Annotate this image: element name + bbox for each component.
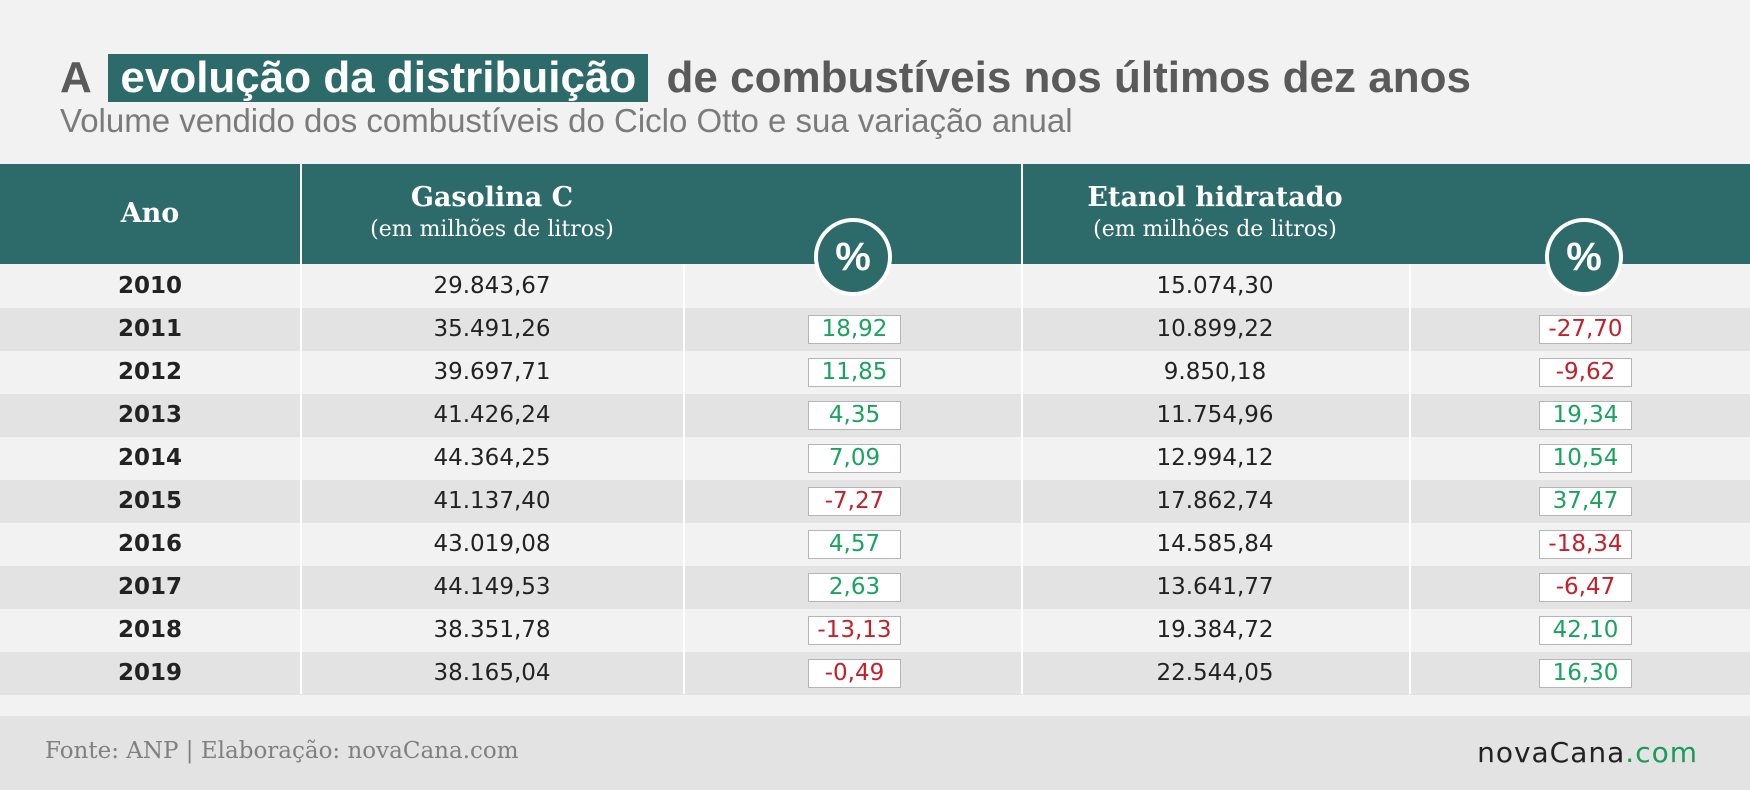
year-cell: 2011: [117, 316, 182, 342]
ethanol-change-badge: -6,47: [1539, 573, 1632, 602]
ethanol-change-badge: 10,54: [1539, 444, 1632, 473]
ethanol-volume-cell: 11.754,96: [1156, 402, 1274, 428]
table-row: 2019 38.165,04 22.544,05 -0,49 16,30: [0, 652, 1750, 695]
footer: Fonte: ANP | Elaboração: novaCana.com no…: [0, 716, 1750, 790]
column-divider-1: [300, 264, 302, 694]
header-gasoline: Gasolina C (em milhões de litros): [302, 164, 682, 264]
header-divider-1: [300, 164, 302, 264]
ethanol-change-badge: 37,47: [1539, 487, 1632, 516]
logo-main: novaCana: [1477, 736, 1626, 769]
year-cell: 2010: [117, 273, 182, 299]
header-year: Ano: [0, 164, 300, 264]
brand-logo: novaCana.com: [1477, 736, 1698, 769]
year-cell: 2018: [117, 617, 182, 643]
page-title: A evolução da distribuição de combustíve…: [60, 48, 1471, 108]
gasoline-change-badge: 2,63: [808, 573, 901, 602]
header-gasoline-unit: (em milhões de litros): [370, 217, 614, 242]
ethanol-volume-cell: 12.994,12: [1156, 445, 1274, 471]
ethanol-change-badge: -27,70: [1539, 315, 1632, 344]
ethanol-volume-cell: 19.384,72: [1156, 617, 1274, 643]
year-cell: 2012: [117, 359, 182, 385]
header-ethanol-label: Etanol hidratado: [1087, 182, 1343, 213]
ethanol-change-badge: -18,34: [1539, 530, 1632, 559]
ethanol-volume-cell: 13.641,77: [1156, 574, 1274, 600]
gasoline-volume-cell: 41.137,40: [433, 488, 551, 514]
column-divider-4: [1409, 264, 1411, 694]
ethanol-volume-cell: 17.862,74: [1156, 488, 1274, 514]
gasoline-volume-cell: 38.165,04: [433, 660, 551, 686]
ethanol-change-badge: 16,30: [1539, 659, 1632, 688]
year-cell: 2017: [117, 574, 182, 600]
year-cell: 2014: [117, 445, 182, 471]
gasoline-change-badge: -0,49: [808, 659, 901, 688]
table-row: 2011 35.491,26 10.899,22 18,92 -27,70: [0, 308, 1750, 351]
ethanol-change-badge: 19,34: [1539, 401, 1632, 430]
header-ethanol: Etanol hidratado (em milhões de litros): [1023, 164, 1407, 264]
ethanol-volume-cell: 15.074,30: [1156, 273, 1274, 299]
title-suffix: de combustíveis nos últimos dez anos: [666, 53, 1471, 102]
ethanol-volume-cell: 10.899,22: [1156, 316, 1274, 342]
gasoline-change-badge: 4,35: [808, 401, 901, 430]
ethanol-volume-cell: 22.544,05: [1156, 660, 1274, 686]
gasoline-change-badge: 4,57: [808, 530, 901, 559]
gasoline-change-badge: 7,09: [808, 444, 901, 473]
gasoline-change-badge: -13,13: [808, 616, 901, 645]
year-cell: 2015: [117, 488, 182, 514]
gasoline-volume-cell: 44.364,25: [433, 445, 551, 471]
ethanol-volume-cell: 9.850,18: [1163, 359, 1267, 385]
table-row: 2013 41.426,24 11.754,96 4,35 19,34: [0, 394, 1750, 437]
table-row: 2018 38.351,78 19.384,72 -13,13 42,10: [0, 609, 1750, 652]
source-note: Fonte: ANP | Elaboração: novaCana.com: [45, 738, 519, 764]
gasoline-change-badge: -7,27: [808, 487, 901, 516]
ethanol-volume-cell: 14.585,84: [1156, 531, 1274, 557]
gasoline-change-badge: 11,85: [808, 358, 901, 387]
gasoline-volume-cell: 44.149,53: [433, 574, 551, 600]
year-cell: 2019: [117, 660, 182, 686]
ethanol-percent-icon: %: [1545, 218, 1623, 296]
header-ethanol-unit: (em milhões de litros): [1093, 217, 1337, 242]
year-cell: 2016: [117, 531, 182, 557]
table-row: 2017 44.149,53 13.641,77 2,63 -6,47: [0, 566, 1750, 609]
gasoline-volume-cell: 39.697,71: [433, 359, 551, 385]
table-row: 2016 43.019,08 14.585,84 4,57 -18,34: [0, 523, 1750, 566]
gasoline-volume-cell: 35.491,26: [433, 316, 551, 342]
table-row: 2014 44.364,25 12.994,12 7,09 10,54: [0, 437, 1750, 480]
gasoline-percent-icon: %: [814, 218, 892, 296]
title-highlight: evolução da distribuição: [108, 54, 649, 102]
gasoline-change-badge: 18,92: [808, 315, 901, 344]
header-divider-2: [1021, 164, 1023, 264]
table-row: 2015 41.137,40 17.862,74 -7,27 37,47: [0, 480, 1750, 523]
gasoline-volume-cell: 41.426,24: [433, 402, 551, 428]
gasoline-volume-cell: 29.843,67: [433, 273, 551, 299]
year-cell: 2013: [117, 402, 182, 428]
ethanol-change-badge: 42,10: [1539, 616, 1632, 645]
page-subtitle: Volume vendido dos combustíveis do Ciclo…: [60, 102, 1073, 139]
header-gasoline-label: Gasolina C: [410, 182, 574, 213]
gasoline-volume-cell: 43.019,08: [433, 531, 551, 557]
column-divider-2: [683, 264, 685, 694]
header-year-label: Ano: [120, 198, 180, 229]
ethanol-change-badge: -9,62: [1539, 358, 1632, 387]
title-prefix: A: [60, 53, 91, 102]
column-divider-3: [1021, 264, 1023, 694]
table-row: 2012 39.697,71 9.850,18 11,85 -9,62: [0, 351, 1750, 394]
gasoline-volume-cell: 38.351,78: [433, 617, 551, 643]
logo-suffix: .com: [1625, 736, 1698, 769]
